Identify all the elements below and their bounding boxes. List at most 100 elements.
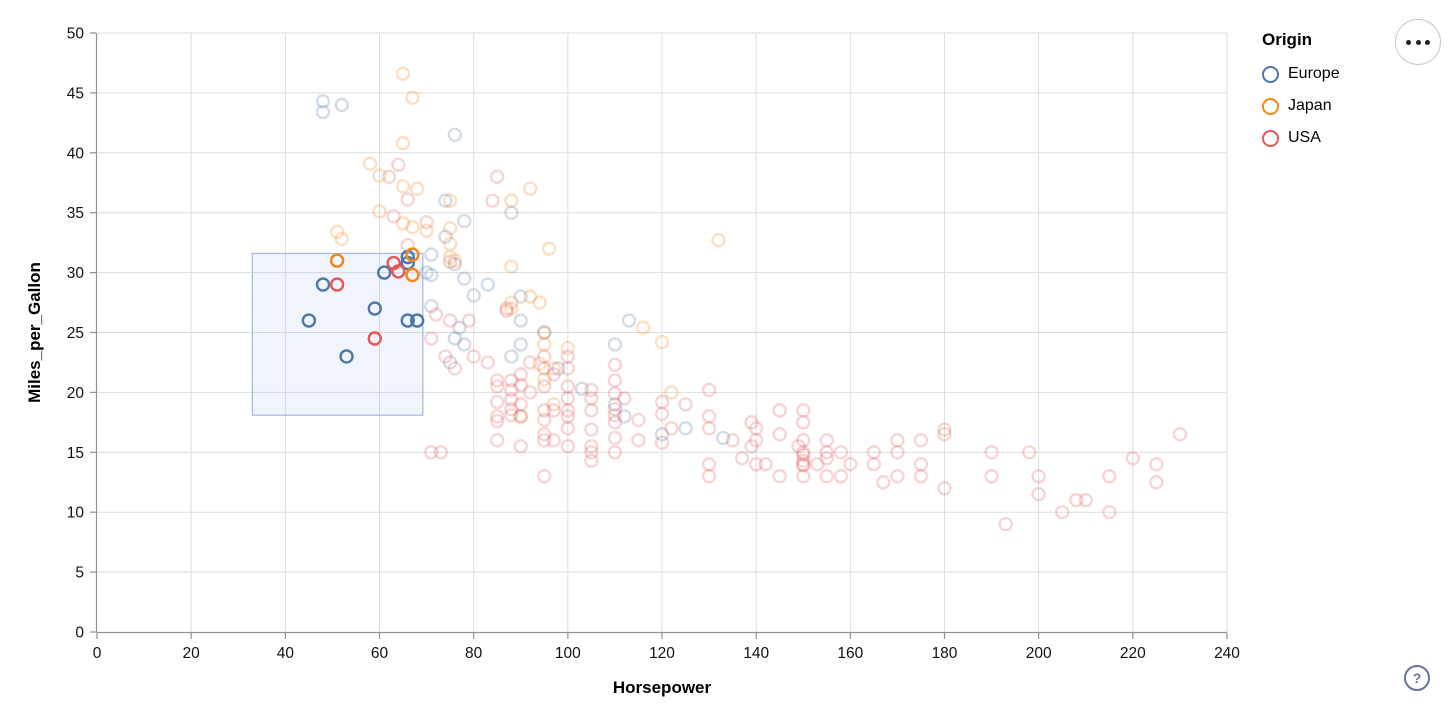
data-point-selected: [339, 349, 354, 364]
data-point: [913, 469, 929, 484]
data-point: [607, 445, 623, 460]
data-point: [513, 378, 528, 393]
data-point: [395, 66, 411, 81]
legend-symbol-icon: [1262, 129, 1279, 147]
data-point: [537, 469, 552, 484]
data-point: [607, 386, 623, 401]
x-axis-title: Horsepower: [613, 678, 712, 697]
data-point: [560, 361, 576, 376]
data-point: [1078, 493, 1093, 508]
data-point: [607, 430, 623, 446]
data-point: [734, 451, 750, 466]
data-point: [1069, 493, 1084, 508]
data-point: [607, 401, 623, 417]
y-axis-title: Miles_per_Gallon: [25, 262, 44, 403]
data-point: [796, 458, 811, 473]
data-point: [315, 104, 331, 120]
data-point: [504, 205, 519, 220]
data-point: [442, 313, 458, 328]
data-point: [424, 331, 439, 346]
data-point: [457, 337, 472, 352]
data-point: [937, 427, 952, 442]
data-point: [716, 430, 731, 446]
data-point: [584, 391, 599, 406]
data-point: [584, 403, 599, 418]
data-point: [504, 301, 519, 316]
data-point: [522, 181, 538, 196]
data-point: [748, 457, 764, 472]
data-point-selected: [405, 267, 420, 283]
y-tick-label: 35: [67, 205, 84, 222]
data-point: [654, 394, 670, 410]
data-point: [452, 320, 467, 335]
data-point: [1125, 451, 1141, 466]
y-tick-label: 10: [67, 505, 85, 522]
y-tick-label: 30: [67, 265, 85, 282]
data-point: [532, 356, 547, 371]
legend: Origin Europe Japan USA: [1262, 30, 1340, 154]
data-point-selected: [367, 331, 382, 346]
data-point: [560, 391, 576, 406]
data-point: [424, 298, 439, 314]
data-point: [522, 289, 538, 304]
data-point: [772, 403, 787, 418]
data-point: [457, 271, 472, 286]
data-point: [701, 409, 717, 424]
data-point: [701, 469, 717, 484]
x-tick-label: 160: [837, 645, 863, 662]
data-point: [424, 445, 439, 460]
data-point: [513, 337, 528, 352]
data-point: [819, 445, 834, 460]
legend-entry-europe: Europe: [1262, 58, 1340, 90]
data-point: [490, 394, 505, 410]
data-point: [329, 224, 345, 240]
data-point: [937, 481, 952, 496]
data-point: [537, 349, 552, 364]
data-point: [419, 215, 434, 230]
data-point: [560, 403, 576, 418]
data-point: [984, 445, 999, 460]
data-point: [1031, 469, 1046, 484]
help-icon[interactable]: ?: [1404, 665, 1430, 691]
data-point: [1149, 475, 1164, 490]
data-point: [541, 241, 557, 256]
data-point: [428, 307, 444, 322]
ellipsis-dot: [1406, 39, 1411, 45]
data-point: [744, 439, 759, 454]
data-point: [419, 265, 434, 280]
data-point: [537, 372, 552, 387]
data-point: [744, 415, 759, 430]
gridlines: [97, 32, 1228, 632]
data-point: [391, 157, 406, 172]
data-point: [400, 192, 415, 207]
brush-selection[interactable]: [251, 252, 424, 416]
data-point: [866, 445, 882, 460]
data-point: [635, 320, 651, 335]
y-tick-label: 40: [67, 145, 85, 162]
data-point: [532, 295, 547, 310]
data-point: [796, 457, 811, 472]
data-point: [513, 409, 528, 424]
data-point: [607, 407, 623, 423]
actions-menu-button[interactable]: [1395, 19, 1441, 65]
data-point: [490, 433, 505, 448]
data-point: [664, 385, 679, 400]
data-point: [1031, 487, 1046, 502]
data-point: [466, 288, 481, 303]
data-point: [607, 373, 623, 388]
data-point: [876, 475, 891, 490]
data-point: [998, 516, 1013, 532]
data-point: [607, 397, 623, 412]
x-tick-label: 60: [371, 645, 389, 662]
data-point: [480, 277, 495, 292]
data-point: [1022, 445, 1037, 460]
data-point: [461, 313, 477, 328]
data-points: [301, 66, 1188, 532]
legend-entry-japan: Japan: [1262, 90, 1340, 122]
data-point: [791, 439, 806, 454]
data-point: [424, 267, 439, 283]
data-point: [395, 136, 411, 151]
data-point: [442, 355, 458, 370]
